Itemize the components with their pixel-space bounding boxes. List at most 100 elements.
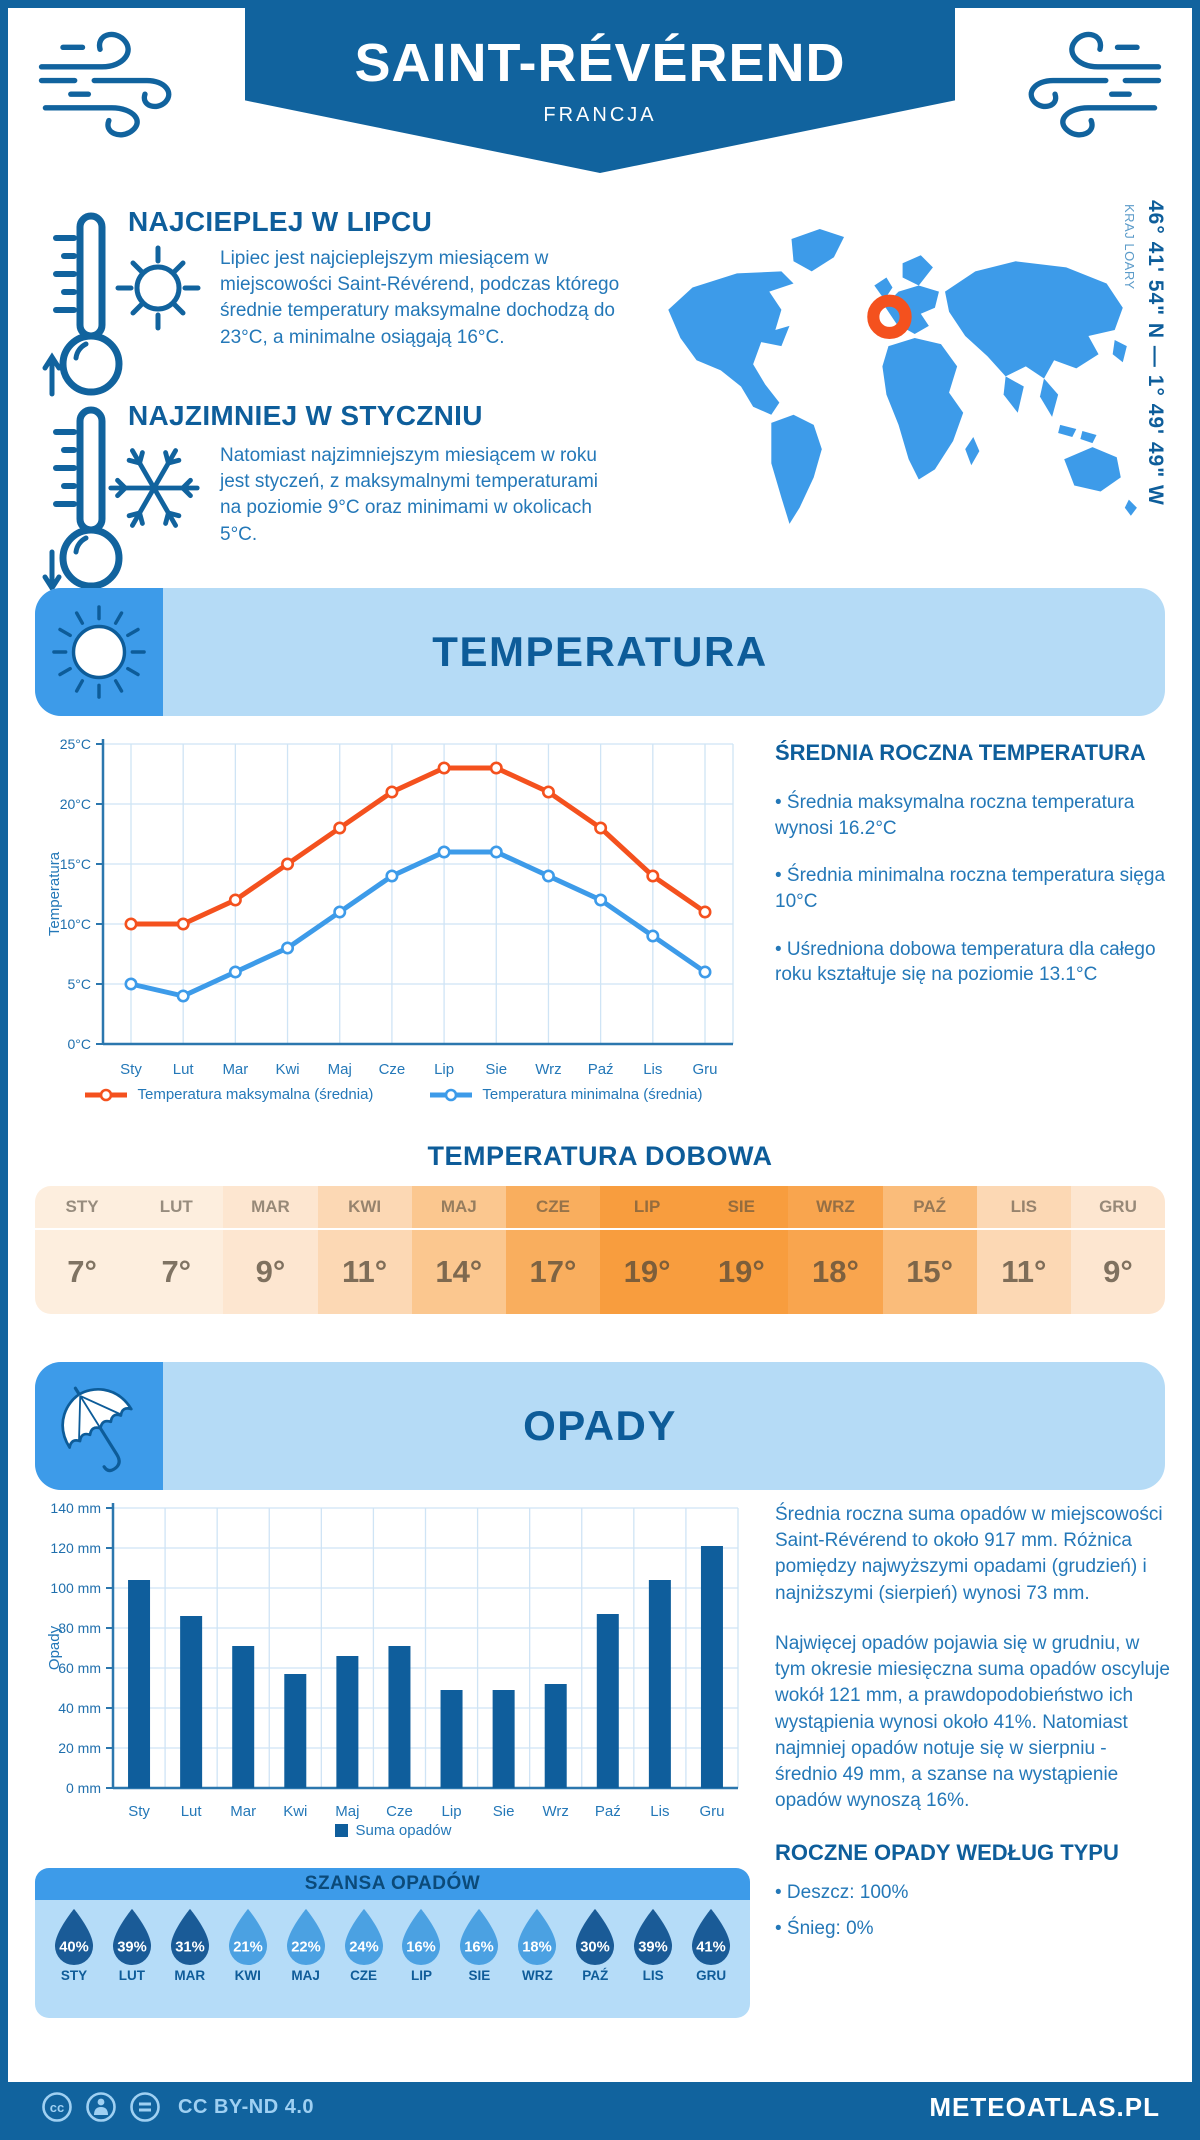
svg-text:120 mm: 120 mm bbox=[50, 1540, 101, 1556]
rain-chance-item: 40% STY bbox=[45, 1907, 103, 2018]
svg-text:10°C: 10°C bbox=[60, 916, 91, 932]
svg-text:39%: 39% bbox=[638, 1940, 668, 1956]
location-marker-icon bbox=[867, 294, 912, 340]
thermometer-up-icon bbox=[42, 212, 123, 397]
daily-table-value: 9° bbox=[255, 1254, 286, 1289]
rain-chance-item: 21% KWI bbox=[219, 1907, 277, 2018]
daily-table-value: 11° bbox=[1001, 1254, 1047, 1289]
temperature-chart-legend: Temperatura maksymalna (średnia) Temperat… bbox=[43, 1086, 743, 1103]
legend-marker-icon bbox=[430, 1088, 473, 1101]
axes bbox=[101, 739, 733, 1046]
thermometer-down-icon bbox=[42, 406, 123, 593]
cc-person-icon bbox=[86, 2092, 116, 2122]
rain-chance-item: 24% CZE bbox=[335, 1907, 393, 2018]
rain-chance-month: PAŹ bbox=[582, 1968, 609, 1983]
daily-table-month: SIE bbox=[694, 1186, 789, 1230]
daily-table-value: 19° bbox=[717, 1254, 765, 1289]
header-banner: SAINT-RÉVÉREND FRANCJA bbox=[245, 8, 955, 173]
grid bbox=[103, 743, 734, 1044]
raindrop-icon: 16% bbox=[460, 1908, 499, 1966]
bar bbox=[128, 1580, 151, 1788]
license-text: CC BY-ND 4.0 bbox=[178, 2095, 315, 2118]
legend-item: Temperatura maksymalna (średnia) bbox=[83, 1086, 373, 1103]
rain-chance-item: 16% LIP bbox=[393, 1907, 451, 2018]
svg-text:31%: 31% bbox=[175, 1940, 205, 1956]
precipitation-type-heading: ROCZNE OPADY WEDŁUG TYPU bbox=[775, 1840, 1119, 1866]
rain-chance-month: WRZ bbox=[521, 1968, 553, 1983]
snowflake-icon bbox=[108, 448, 200, 528]
daily-table-cell: MAR 9° bbox=[223, 1186, 318, 1314]
daily-table-cell: MAJ 14° bbox=[411, 1186, 506, 1314]
svg-text:Cze: Cze bbox=[379, 1061, 406, 1078]
svg-text:cc: cc bbox=[50, 2100, 64, 2115]
svg-text:22%: 22% bbox=[291, 1940, 321, 1956]
bar bbox=[648, 1580, 671, 1788]
rain-chance-month: LUT bbox=[118, 1968, 145, 1983]
wind-icon bbox=[38, 31, 172, 138]
region-text: KRAJ LOARY bbox=[1122, 204, 1137, 290]
coldest-heading: NAJZIMNIEJ W STYCZNIU bbox=[128, 400, 483, 431]
rain-chance-item: 31% MAR bbox=[161, 1907, 219, 2018]
daily-table-value: 7° bbox=[67, 1254, 97, 1289]
wind-icon bbox=[1028, 31, 1162, 138]
legend-square-icon bbox=[334, 1824, 348, 1837]
rain-chance-month: CZE bbox=[350, 1968, 378, 1983]
daily-table-title: TEMPERATURA DOBOWA bbox=[427, 1141, 773, 1171]
raindrop-icon: 24% bbox=[344, 1908, 383, 1966]
stats-heading: ŚREDNIA ROCZNA TEMPERATURA bbox=[775, 740, 1146, 765]
y-axis-title: Opady bbox=[46, 1625, 63, 1670]
daily-table-month: STY bbox=[35, 1186, 130, 1230]
world-map bbox=[668, 228, 1137, 524]
daily-table-cell: WRZ 18° bbox=[788, 1186, 883, 1314]
daily-table-month: LUT bbox=[129, 1186, 224, 1230]
precipitation-type: • Śnieg: 0% bbox=[775, 1917, 874, 1939]
daily-table-value: 9° bbox=[1103, 1254, 1133, 1289]
temperature-band: TEMPERATURA bbox=[35, 588, 1165, 716]
svg-text:40 mm: 40 mm bbox=[58, 1700, 101, 1716]
temperature-band-title: TEMPERATURA bbox=[432, 628, 768, 675]
precipitation-type: • Deszcz: 100% bbox=[775, 1882, 909, 1904]
svg-text:Sty: Sty bbox=[120, 1061, 142, 1078]
svg-text:Maj: Maj bbox=[335, 1803, 359, 1820]
svg-text:80 mm: 80 mm bbox=[58, 1620, 101, 1636]
stats-bullet: • Średnia minimalna roczna temperatura s… bbox=[775, 865, 1166, 912]
cc-nd-icon bbox=[130, 2092, 160, 2122]
legend-label: Temperatura maksymalna (średnia) bbox=[137, 1086, 374, 1103]
daily-table-month: MAR bbox=[223, 1186, 318, 1230]
daily-table-value: 19° bbox=[623, 1254, 671, 1289]
svg-text:16%: 16% bbox=[407, 1940, 437, 1956]
rain-chance-item: 41% GRU bbox=[682, 1907, 740, 2018]
precipitation-bar-chart: 0 mm 20 mm 40 mm 60 mm 80 mm 100 mm 120 mm 140 … bbox=[46, 1500, 739, 1820]
annual-temperature-stats: ŚREDNIA ROCZNA TEMPERATURA • Średnia mak… bbox=[775, 740, 1171, 1010]
daily-table-cell: CZE 17° bbox=[505, 1186, 601, 1314]
daily-table-cell: STY 7° bbox=[35, 1186, 130, 1314]
page-title: SAINT-RÉVÉREND bbox=[354, 33, 846, 93]
bar bbox=[232, 1646, 255, 1788]
bar bbox=[596, 1614, 619, 1788]
svg-text:16%: 16% bbox=[465, 1940, 495, 1956]
daily-table-value: 18° bbox=[812, 1254, 859, 1289]
rain-chance-month: LIS bbox=[642, 1968, 664, 1983]
svg-text:Wrz: Wrz bbox=[535, 1061, 561, 1078]
rain-chance-month: LIP bbox=[410, 1968, 432, 1983]
umbrella-badge-icon bbox=[61, 1386, 133, 1473]
daily-table-month: LIP bbox=[600, 1186, 695, 1230]
raindrop-icon: 16% bbox=[402, 1908, 441, 1966]
legend-item: Temperatura minimalna (średnia) bbox=[428, 1086, 703, 1103]
grid bbox=[112, 1507, 739, 1788]
raindrop-icon: 41% bbox=[692, 1908, 731, 1966]
x-axis-labels: Sty Lut Mar Kwi Maj Cze Lip Sie Wrz Paź Lis Gru bbox=[128, 1803, 724, 1820]
svg-text:0°C: 0°C bbox=[68, 1036, 92, 1052]
svg-text:Sty: Sty bbox=[128, 1803, 150, 1820]
svg-text:Cze: Cze bbox=[386, 1803, 413, 1820]
warmest-text: Lipiec jest najcieplejszym miesiącem w m… bbox=[220, 248, 620, 348]
bar bbox=[492, 1690, 515, 1788]
stats-bullet: • Średnia maksymalna roczna temperatura … bbox=[775, 792, 1135, 839]
daily-temperature-table: STY 7° LUT 7° MAR 9° KWI 11° MAJ 14° CZE 17° LIP 19° S… bbox=[35, 1186, 1165, 1314]
precipitation-paragraph: Średnia roczna suma opadów w miejscowośc… bbox=[775, 1504, 1163, 1604]
y-axis-ticks: 0 mm 20 mm 40 mm 60 mm 80 mm 100 mm 120 mm 140 … bbox=[50, 1500, 113, 1796]
raindrop-icon: 31% bbox=[170, 1908, 209, 1966]
warmest-heading: NAJCIEPLEJ W LIPCU bbox=[128, 206, 433, 237]
rain-chance-month: MAR bbox=[174, 1968, 206, 1983]
